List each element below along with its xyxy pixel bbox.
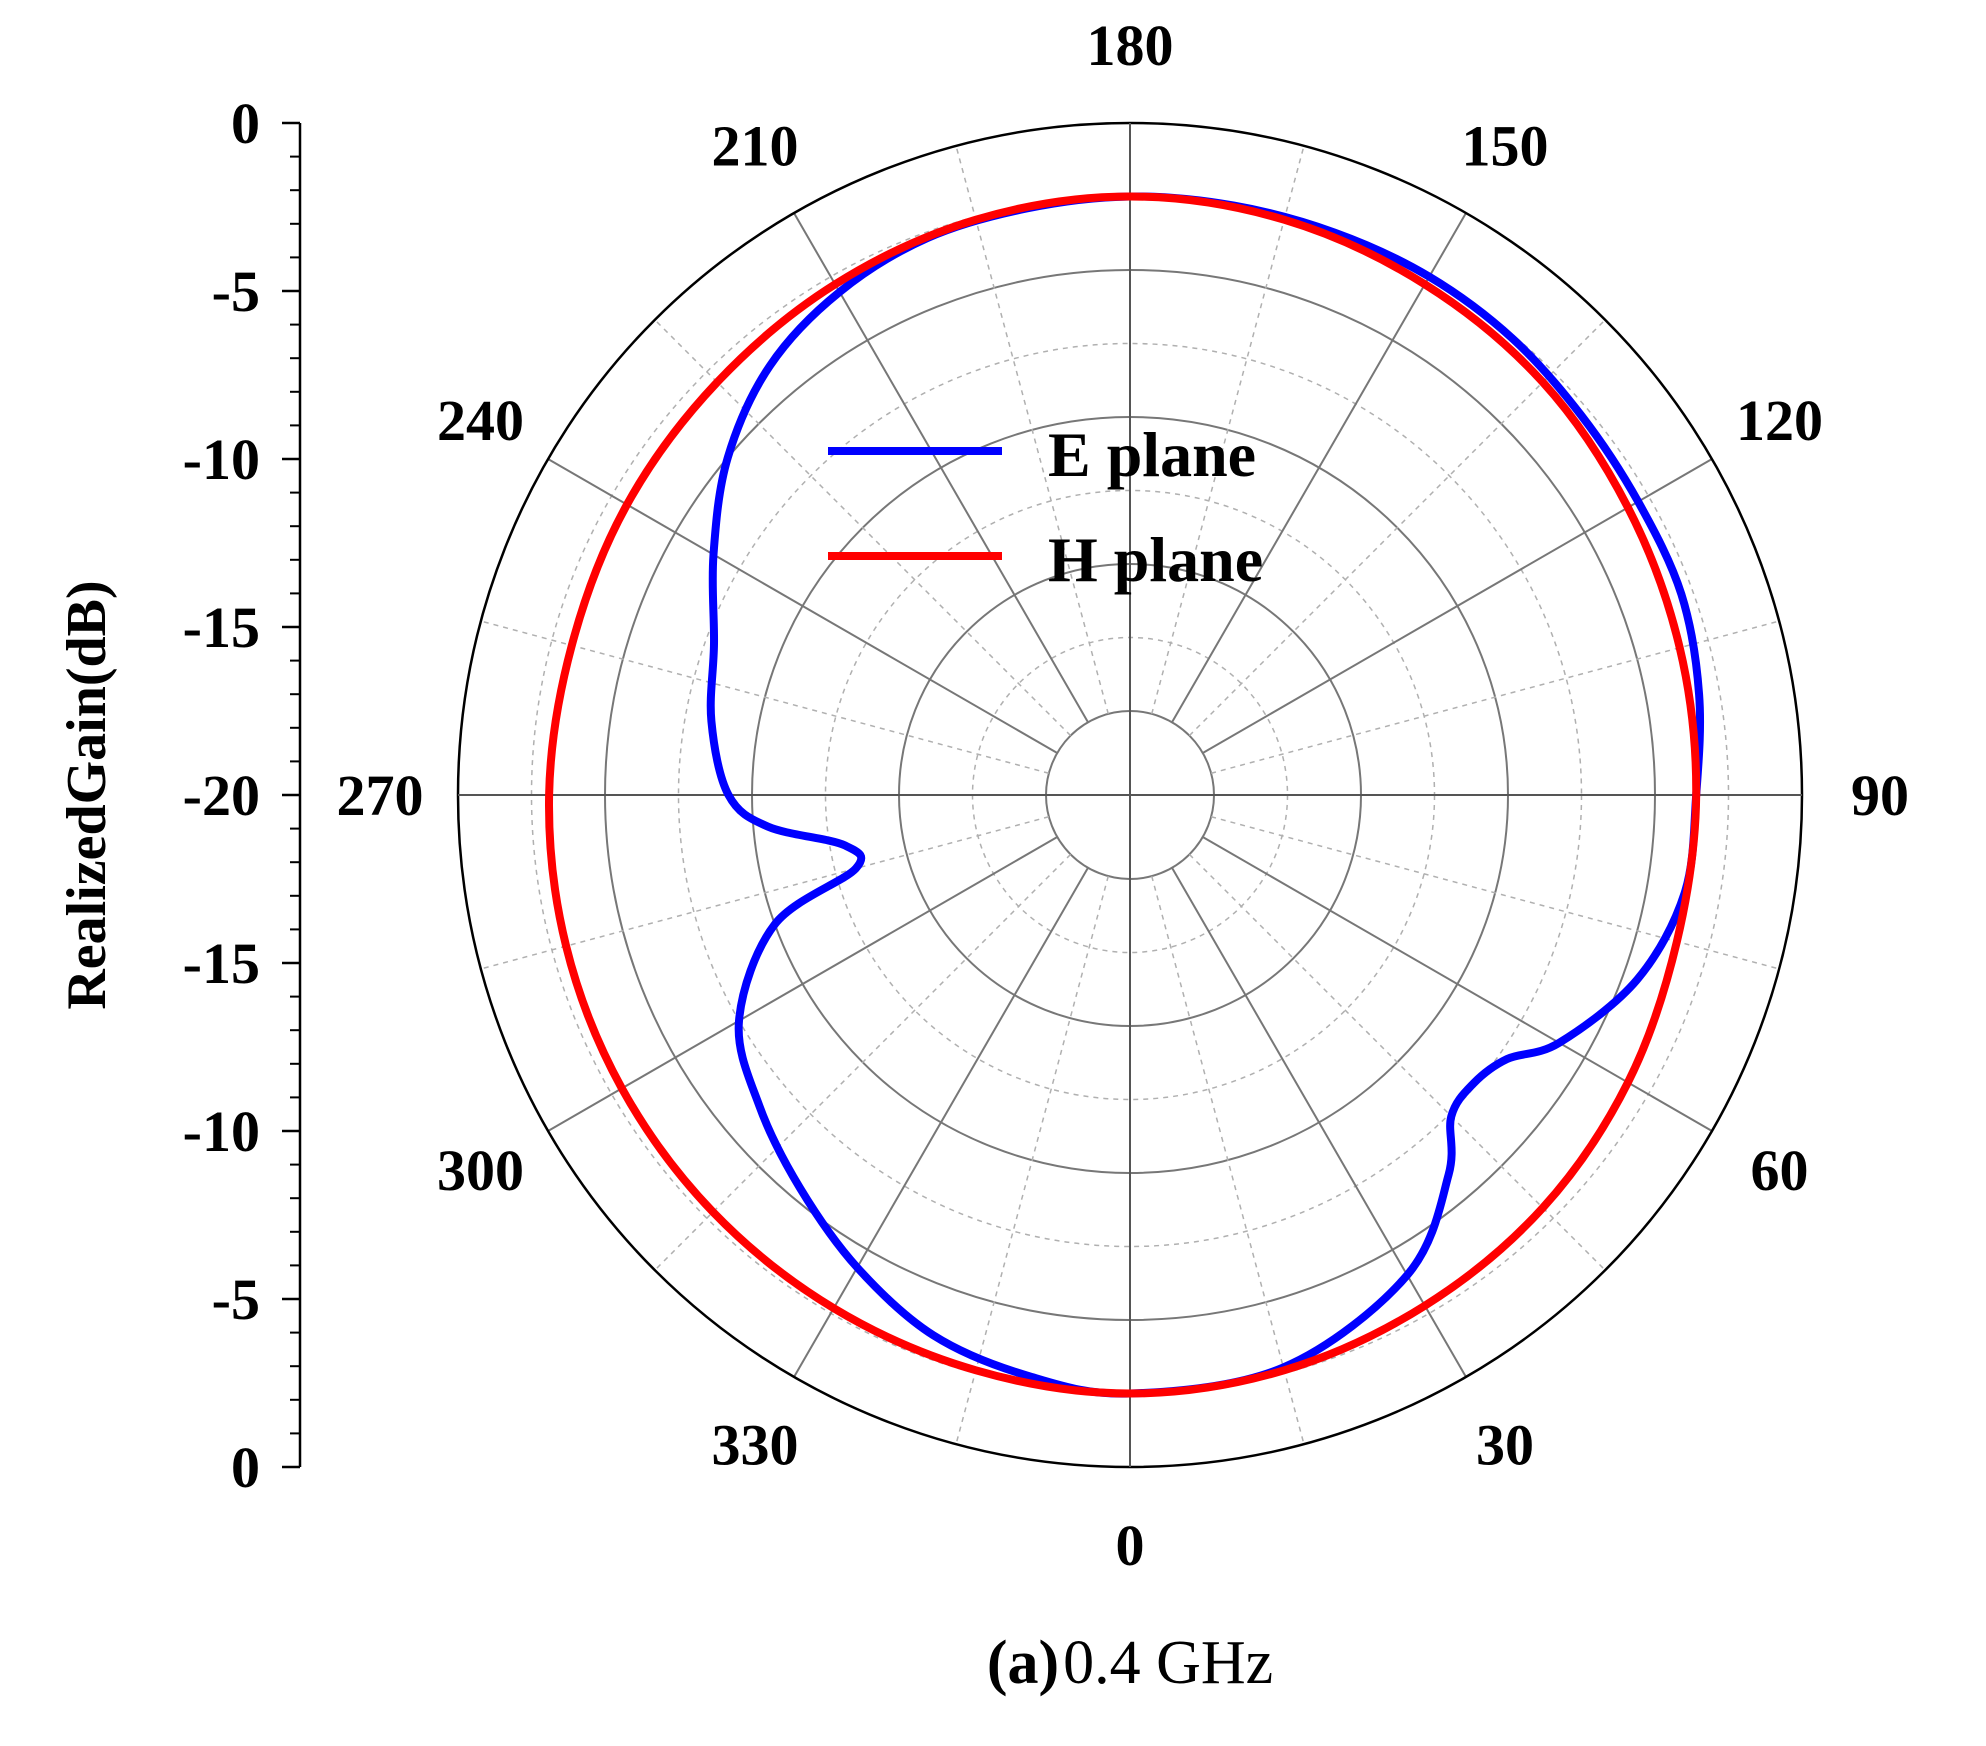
legend-label-h-plane: H plane xyxy=(1048,524,1263,595)
scale-tick-label: -5 xyxy=(212,259,260,324)
minor-spoke xyxy=(1210,620,1780,774)
angle-label: 240 xyxy=(437,388,524,453)
minor-spoke xyxy=(480,816,1050,970)
svg-text:(a) 0.4 GHz: (a) 0.4 GHz xyxy=(987,1629,1273,1697)
angle-label: 180 xyxy=(1087,13,1174,78)
minor-spoke xyxy=(1188,853,1606,1271)
scale-tick-label: -5 xyxy=(212,1267,260,1332)
minor-spoke xyxy=(1151,875,1305,1445)
angle-label: 150 xyxy=(1462,113,1549,178)
data-series xyxy=(545,192,1705,1398)
minor-spoke xyxy=(955,875,1109,1445)
minor-spoke xyxy=(955,145,1109,715)
scale-tick-label: 0 xyxy=(231,1435,260,1500)
caption: (a) 0.4 GHz xyxy=(987,1629,1273,1697)
caption-panel-letter: (a) xyxy=(987,1629,1059,1697)
polar-grid xyxy=(456,121,1804,1469)
caption-frequency: 0.4 GHz xyxy=(1063,1629,1273,1697)
major-spoke xyxy=(547,836,1058,1132)
minor-spoke xyxy=(1210,816,1780,970)
angle-label: 210 xyxy=(712,113,799,178)
major-spoke xyxy=(1171,212,1467,723)
minor-spoke xyxy=(1188,319,1606,737)
radial-scale-axis: 0 -5 -10 -15 -20 -15 -10 -5 0 xyxy=(183,91,302,1500)
legend-label-e-plane: E plane xyxy=(1048,419,1256,490)
angle-label: 0 xyxy=(1116,1513,1145,1578)
angle-label: 300 xyxy=(437,1138,524,1203)
scale-tick-label: 0 xyxy=(231,91,260,156)
scale-tick-label: -15 xyxy=(183,931,260,996)
minor-spoke xyxy=(480,620,1050,774)
legend: E plane H plane xyxy=(828,419,1263,595)
scale-tick-label: -20 xyxy=(183,763,260,828)
y-axis-label: RealizedGain(dB) xyxy=(56,580,118,1009)
minor-spoke xyxy=(654,319,1072,737)
angle-label: 60 xyxy=(1751,1138,1809,1203)
major-spoke xyxy=(547,458,1058,754)
scale-tick-label: -10 xyxy=(183,1099,260,1164)
scale-tick-label: -15 xyxy=(183,595,260,660)
angle-label: 30 xyxy=(1476,1413,1534,1478)
minor-spoke xyxy=(654,853,1072,1271)
scale-tick-label: -10 xyxy=(183,427,260,492)
major-spoke xyxy=(1171,867,1467,1378)
minor-spoke xyxy=(1151,145,1305,715)
angle-label: 90 xyxy=(1851,763,1909,828)
angle-label: 270 xyxy=(337,763,424,828)
angle-label: 330 xyxy=(712,1413,799,1478)
major-spoke xyxy=(793,212,1089,723)
angle-labels: 0 30 60 90 120 150 180 210 240 270 300 330 xyxy=(337,13,1910,1578)
major-spoke xyxy=(793,867,1089,1378)
angle-label: 120 xyxy=(1736,388,1823,453)
